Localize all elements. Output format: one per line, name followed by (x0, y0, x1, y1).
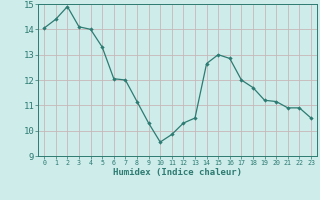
X-axis label: Humidex (Indice chaleur): Humidex (Indice chaleur) (113, 168, 242, 177)
